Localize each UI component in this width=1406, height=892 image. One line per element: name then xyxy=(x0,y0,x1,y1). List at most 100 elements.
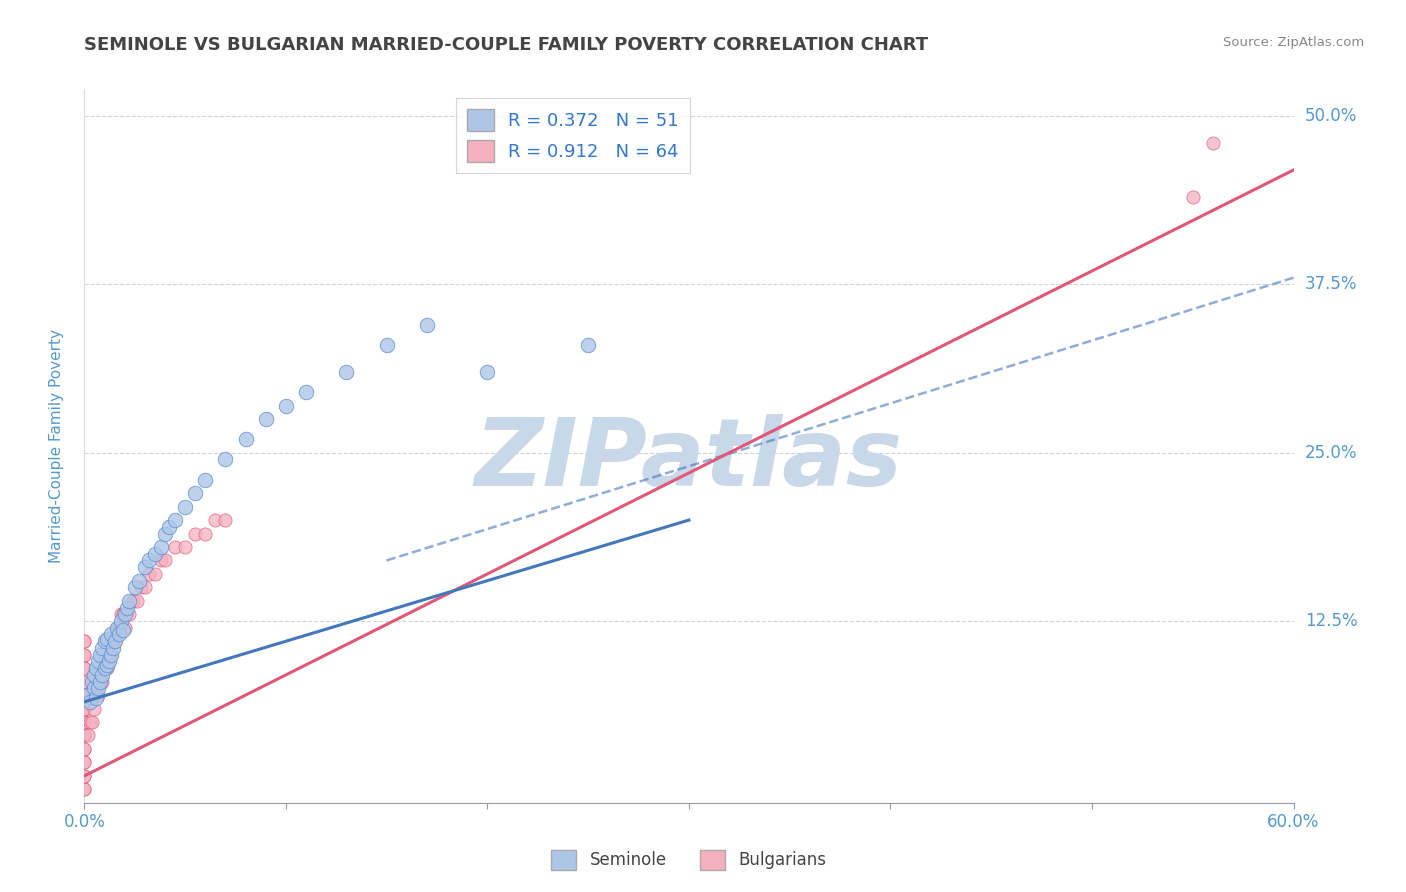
Point xyxy=(77,729,100,743)
Point xyxy=(87,688,110,702)
Point xyxy=(73,674,96,689)
Point xyxy=(111,624,134,638)
Point xyxy=(73,714,96,729)
Point xyxy=(214,513,236,527)
Point xyxy=(73,782,96,797)
Point xyxy=(73,648,96,662)
Point xyxy=(143,566,166,581)
Point xyxy=(82,714,104,729)
Text: 37.5%: 37.5% xyxy=(1305,276,1357,293)
Point xyxy=(100,648,122,662)
Point xyxy=(114,621,136,635)
Point xyxy=(73,688,96,702)
Point xyxy=(118,594,141,608)
Point xyxy=(73,729,96,743)
Point xyxy=(134,560,156,574)
Point xyxy=(96,661,118,675)
Y-axis label: Married-Couple Family Poverty: Married-Couple Family Poverty xyxy=(49,329,63,563)
Point xyxy=(105,621,128,635)
Point xyxy=(110,614,132,628)
Point xyxy=(73,769,96,783)
Text: 50.0%: 50.0% xyxy=(1305,107,1357,125)
Point xyxy=(73,648,96,662)
Point xyxy=(89,674,111,689)
Point xyxy=(274,399,297,413)
Point xyxy=(86,661,108,675)
Point xyxy=(83,701,105,715)
Point xyxy=(79,695,101,709)
Point xyxy=(73,701,96,715)
Point xyxy=(77,688,100,702)
Point xyxy=(576,338,599,352)
Point xyxy=(114,607,136,622)
Point xyxy=(416,318,439,332)
Text: 25.0%: 25.0% xyxy=(1305,443,1357,462)
Point xyxy=(96,658,118,673)
Point xyxy=(91,668,114,682)
Point xyxy=(100,627,122,641)
Point xyxy=(104,634,127,648)
Point xyxy=(97,655,120,669)
Point xyxy=(138,566,160,581)
Point xyxy=(121,594,143,608)
Point xyxy=(73,756,96,770)
Point xyxy=(73,634,96,648)
Point xyxy=(165,513,187,527)
Point xyxy=(110,607,132,622)
Point xyxy=(124,580,146,594)
Point xyxy=(335,365,357,379)
Point xyxy=(174,500,197,514)
Point xyxy=(73,688,96,702)
Point xyxy=(73,742,96,756)
Point xyxy=(73,701,96,715)
Point xyxy=(149,553,172,567)
Point xyxy=(128,574,150,588)
Text: 12.5%: 12.5% xyxy=(1305,612,1357,630)
Point xyxy=(86,690,108,705)
Point xyxy=(97,648,120,662)
Point xyxy=(73,782,96,797)
Text: ZIPatlas: ZIPatlas xyxy=(475,414,903,507)
Point xyxy=(82,674,104,689)
Point xyxy=(214,452,236,467)
Point xyxy=(138,553,160,567)
Point xyxy=(295,385,318,400)
Point xyxy=(96,632,118,646)
Point xyxy=(194,526,217,541)
Legend: Seminole, Bulgarians: Seminole, Bulgarians xyxy=(544,843,834,877)
Point xyxy=(91,674,114,689)
Point xyxy=(89,648,111,662)
Point xyxy=(477,365,499,379)
Point xyxy=(254,412,277,426)
Point xyxy=(73,756,96,770)
Point xyxy=(73,729,96,743)
Point xyxy=(143,547,166,561)
Point xyxy=(87,681,110,696)
Point xyxy=(184,526,207,541)
Point xyxy=(93,634,115,648)
Point xyxy=(134,580,156,594)
Point xyxy=(101,640,124,655)
Point xyxy=(93,661,115,675)
Point xyxy=(115,600,138,615)
Point xyxy=(73,714,96,729)
Point xyxy=(73,661,96,675)
Point xyxy=(73,674,96,689)
Point xyxy=(149,540,172,554)
Point xyxy=(125,594,148,608)
Point xyxy=(194,473,217,487)
Point xyxy=(100,648,122,662)
Point xyxy=(204,513,226,527)
Point xyxy=(93,661,115,675)
Point xyxy=(174,540,197,554)
Point xyxy=(101,634,124,648)
Point xyxy=(1202,136,1225,150)
Point xyxy=(73,742,96,756)
Point xyxy=(235,432,257,446)
Point xyxy=(89,674,111,689)
Point xyxy=(129,580,152,594)
Point xyxy=(157,520,180,534)
Text: SEMINOLE VS BULGARIAN MARRIED-COUPLE FAMILY POVERTY CORRELATION CHART: SEMINOLE VS BULGARIAN MARRIED-COUPLE FAM… xyxy=(84,36,928,54)
Point xyxy=(91,640,114,655)
Point xyxy=(73,634,96,648)
